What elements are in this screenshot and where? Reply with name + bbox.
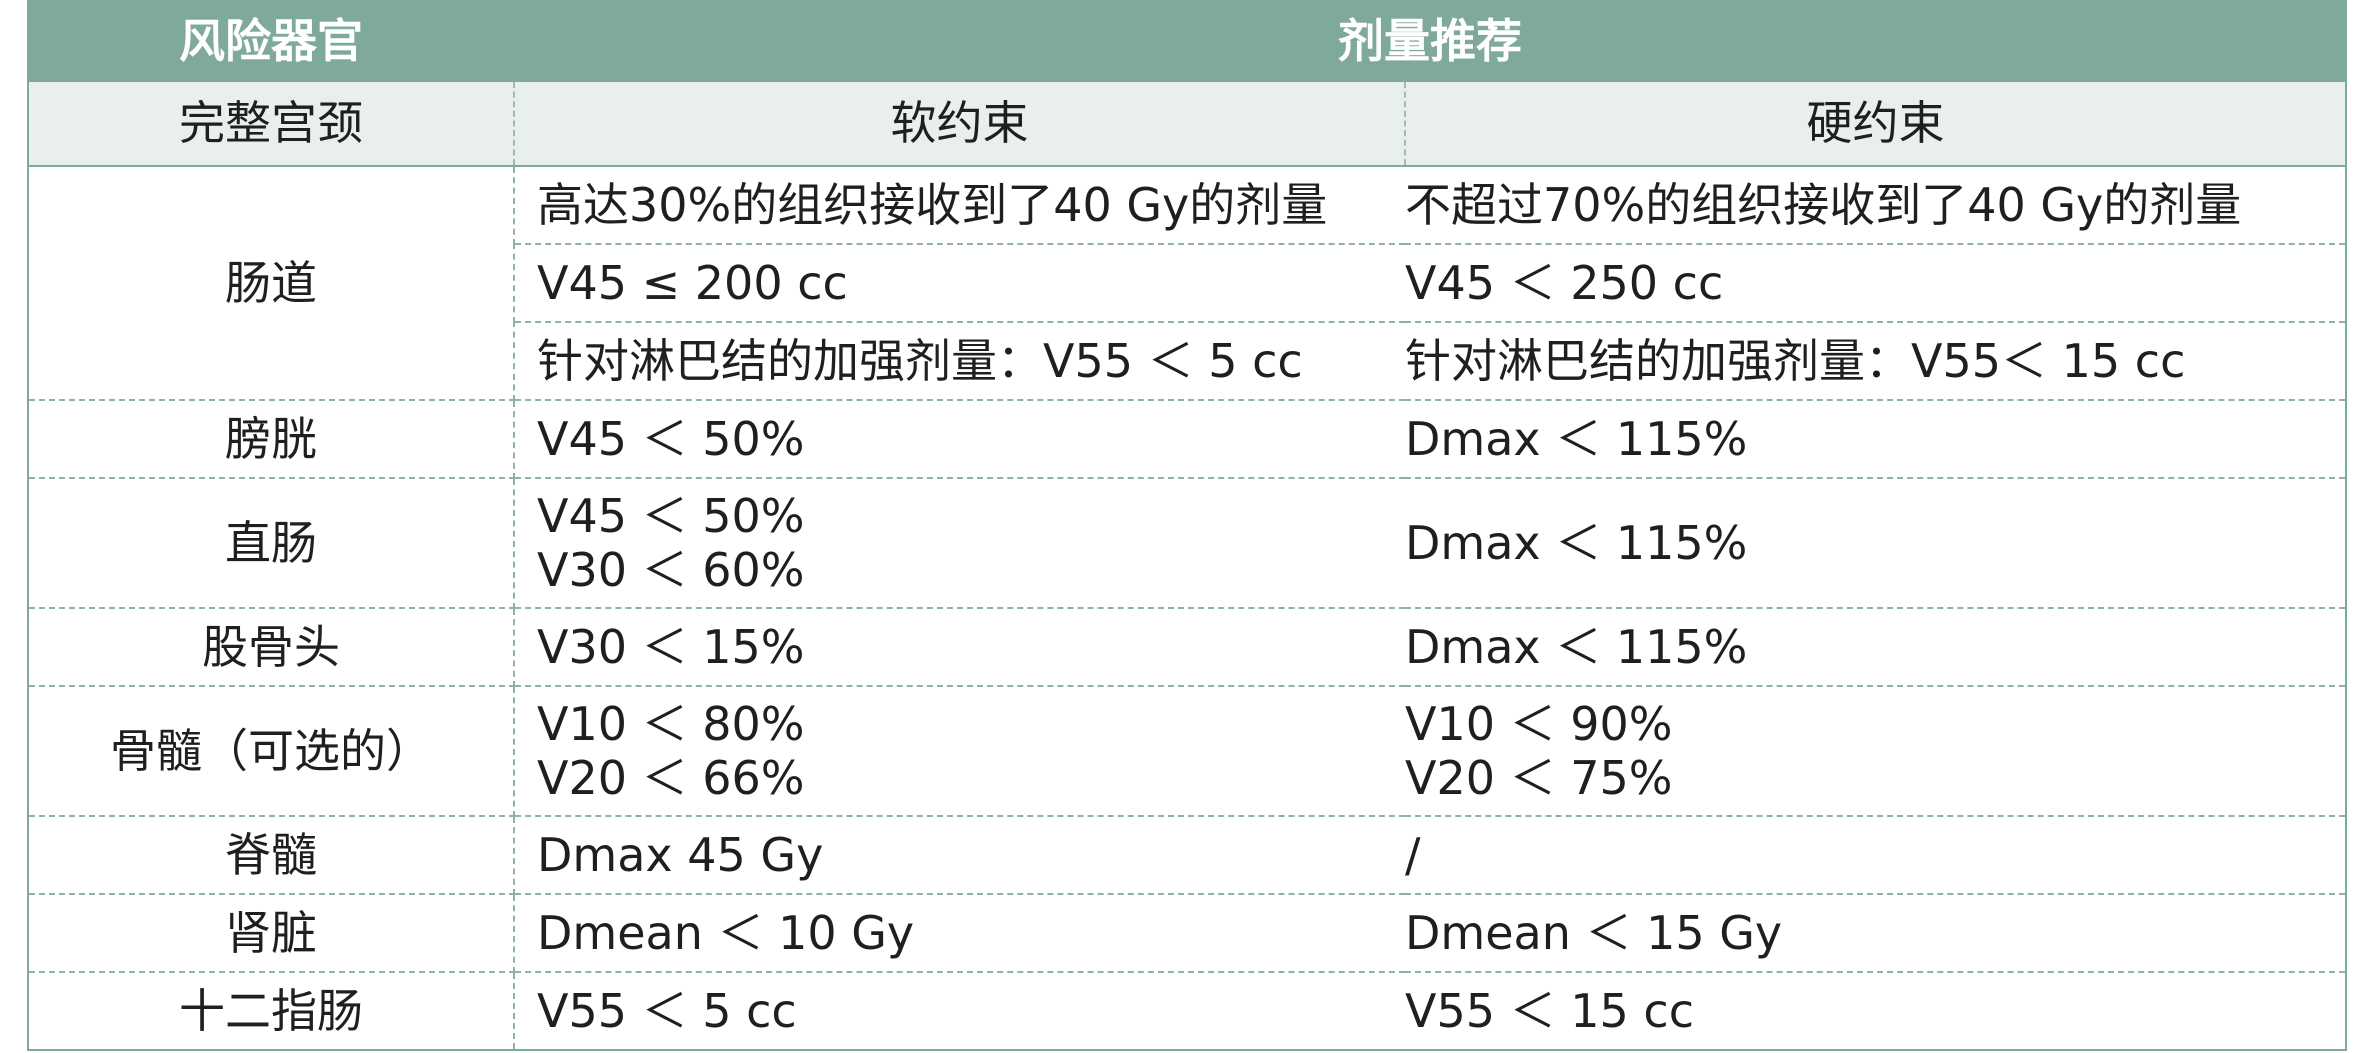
table-row: 十二指肠 V55 ＜ 5 cc V55 ＜ 15 cc bbox=[27, 971, 2347, 1051]
constraint-text: V45 ＜ 50% bbox=[537, 488, 805, 543]
constraint-text: 针对淋巴结的加强剂量：V55 ＜ 5 cc bbox=[537, 333, 1303, 388]
constraint-text: Dmean ＜ 15 Gy bbox=[1405, 905, 1783, 960]
organ-rectum: 直肠 bbox=[27, 477, 515, 609]
constraint-text: V30 ＜ 15% bbox=[537, 619, 805, 674]
table-row: 肾脏 Dmean ＜ 10 Gy Dmean ＜ 15 Gy bbox=[27, 893, 2347, 973]
header-organ-at-risk: 风险器官 bbox=[27, 0, 515, 82]
organ-bladder: 膀胱 bbox=[27, 399, 515, 479]
table-row: 肠道 高达30%的组织接收到了40 Gy的剂量 不超过70%的组织接收到了40 … bbox=[27, 165, 2347, 401]
constraint-text: V45 ≤ 200 cc bbox=[537, 255, 848, 310]
constraint-text: 高达30%的组织接收到了40 Gy的剂量 bbox=[537, 177, 1328, 232]
hard-constraint-cell: Dmean ＜ 15 Gy bbox=[1405, 893, 2347, 973]
table-header-row: 风险器官 剂量推荐 bbox=[27, 0, 2347, 82]
constraint-text: V20 ＜ 66% bbox=[537, 751, 805, 805]
hard-constraint-cell: Dmax ＜ 115% bbox=[1405, 399, 2347, 479]
hard-constraint-cell: / bbox=[1405, 815, 2347, 895]
soft-constraint-cell: V45 ＜ 50% bbox=[514, 399, 1405, 479]
organ-duodenum: 十二指肠 bbox=[27, 971, 515, 1051]
constraint-text: V55 ＜ 5 cc bbox=[537, 983, 797, 1038]
table-row: 股骨头 V30 ＜ 15% Dmax ＜ 115% bbox=[27, 607, 2347, 687]
constraint-text: / bbox=[1405, 827, 1421, 882]
hard-constraint-cell: Dmax ＜ 115% bbox=[1405, 607, 2347, 687]
soft-constraint-cell: V45 ≤ 200 cc bbox=[514, 243, 1405, 323]
soft-constraint-cell: Dmean ＜ 10 Gy bbox=[514, 893, 1405, 973]
constraint-text: V30 ＜ 60% bbox=[537, 543, 805, 597]
soft-constraint-cell: 针对淋巴结的加强剂量：V55 ＜ 5 cc bbox=[514, 321, 1405, 401]
table-row: 针对淋巴结的加强剂量：V55 ＜ 5 cc 针对淋巴结的加强剂量：V55＜ 15… bbox=[28, 321, 2347, 401]
constraint-text: Dmax ＜ 115% bbox=[1405, 411, 1748, 466]
table-row: 直肠 V45 ＜ 50% V30 ＜ 60% Dmax ＜ 115% bbox=[27, 477, 2347, 609]
constraint-text: V45 ＜ 250 cc bbox=[1405, 255, 1724, 310]
organ-femoral-head: 股骨头 bbox=[27, 607, 515, 687]
table-row: 膀胱 V45 ＜ 50% Dmax ＜ 115% bbox=[27, 399, 2347, 479]
table-row: 脊髓 Dmax 45 Gy / bbox=[27, 815, 2347, 895]
soft-constraint-cell: Dmax 45 Gy bbox=[514, 815, 1405, 895]
soft-constraint-cell: V10 ＜ 80% V20 ＜ 66% bbox=[514, 685, 1405, 817]
subheader-soft-constraint: 软约束 bbox=[513, 81, 1406, 167]
constraint-text: Dmax ＜ 115% bbox=[1405, 619, 1748, 674]
hard-constraint-cell: Dmax ＜ 115% bbox=[1405, 477, 2347, 609]
soft-constraint-cell: V30 ＜ 15% bbox=[514, 607, 1405, 687]
organ-spinal-cord: 脊髓 bbox=[27, 815, 515, 895]
table-row: V45 ≤ 200 cc V45 ＜ 250 cc bbox=[28, 243, 2347, 323]
constraint-text: 不超过70%的组织接收到了40 Gy的剂量 bbox=[1405, 177, 2242, 232]
constraint-text: 针对淋巴结的加强剂量：V55＜ 15 cc bbox=[1405, 333, 2186, 388]
organ-kidney: 肾脏 bbox=[27, 893, 515, 973]
dose-constraint-table: 风险器官 剂量推荐 完整宫颈 软约束 硬约束 肠道 高达30%的组织接收到了40… bbox=[27, 0, 2347, 1051]
soft-constraint-cell: V45 ＜ 50% V30 ＜ 60% bbox=[514, 477, 1405, 609]
table-subheader-row: 完整宫颈 软约束 硬约束 bbox=[27, 81, 2347, 167]
header-dose-recommendation: 剂量推荐 bbox=[513, 0, 2347, 82]
constraint-text: Dmax ＜ 115% bbox=[1405, 515, 1748, 570]
soft-constraint-cell: V55 ＜ 5 cc bbox=[514, 971, 1405, 1051]
constraint-text: V45 ＜ 50% bbox=[537, 411, 805, 466]
subheader-hard-constraint: 硬约束 bbox=[1405, 81, 2347, 167]
constraint-text: V10 ＜ 90% bbox=[1405, 696, 1673, 751]
organ-bowel: 肠道 bbox=[27, 165, 515, 401]
organ-bone-marrow: 骨髓（可选的） bbox=[27, 685, 515, 817]
hard-constraint-cell: V10 ＜ 90% V20 ＜ 75% bbox=[1405, 685, 2347, 817]
hard-constraint-cell: 不超过70%的组织接收到了40 Gy的剂量 bbox=[1405, 165, 2347, 245]
hard-constraint-cell: V55 ＜ 15 cc bbox=[1405, 971, 2347, 1051]
constraint-text: V20 ＜ 75% bbox=[1405, 751, 1673, 805]
constraint-text: Dmax 45 Gy bbox=[537, 827, 824, 882]
constraint-text: V55 ＜ 15 cc bbox=[1405, 983, 1694, 1038]
hard-constraint-cell: V45 ＜ 250 cc bbox=[1405, 243, 2347, 323]
hard-constraint-cell: 针对淋巴结的加强剂量：V55＜ 15 cc bbox=[1405, 321, 2347, 401]
subheader-intact-cervix: 完整宫颈 bbox=[27, 81, 515, 167]
constraint-text: V10 ＜ 80% bbox=[537, 696, 805, 751]
constraint-text: Dmean ＜ 10 Gy bbox=[537, 905, 915, 960]
table-row: 骨髓（可选的） V10 ＜ 80% V20 ＜ 66% V10 ＜ 90% V2… bbox=[27, 685, 2347, 817]
soft-constraint-cell: 高达30%的组织接收到了40 Gy的剂量 bbox=[514, 165, 1405, 245]
